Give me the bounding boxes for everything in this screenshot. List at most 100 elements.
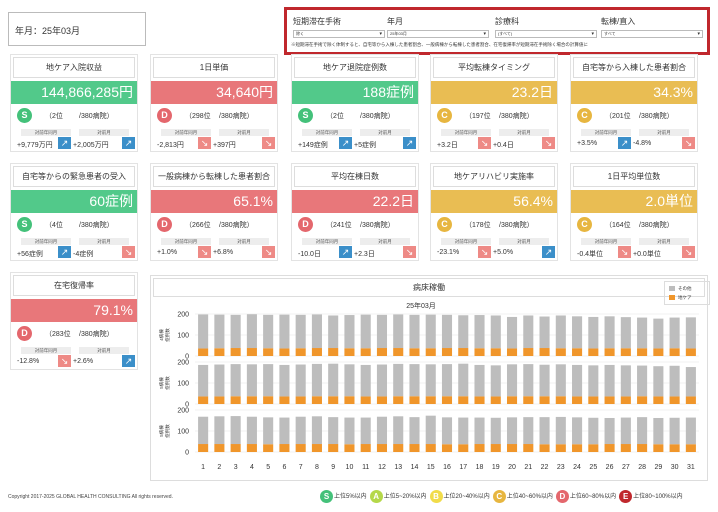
x-tick-label: 13	[394, 464, 402, 471]
grade-circle: A	[369, 490, 383, 503]
bar-other	[539, 417, 550, 445]
x-tick-label: 5	[266, 464, 270, 471]
mom-delta: +2,005万円	[73, 142, 109, 149]
bar-chiiki-care	[490, 444, 501, 452]
kpi-card[interactable]: 1日平均単位数 2.0単位 C （164位/380病院） 対前年同月 対前月 -0.4単位 ↘…	[570, 163, 698, 261]
kpi-rank: （4位/380病院）	[45, 222, 114, 229]
trend-down-icon: ↘	[478, 137, 491, 149]
bar-chiiki-care	[474, 348, 485, 356]
kpi-value: 60症例	[11, 190, 137, 213]
filter-department-label: 診療科	[495, 17, 519, 26]
mom-label: 対前月	[219, 238, 269, 245]
bar-other	[311, 416, 322, 445]
bar-chiiki-care	[311, 396, 322, 404]
kpi-card[interactable]: 地ケアリハビリ実施率 56.4% C （178位/380病院） 対前年同月 対前月 -23.…	[430, 163, 558, 261]
trend-up-icon: ↗	[403, 137, 416, 149]
bar-other	[588, 365, 599, 397]
bar-other	[620, 317, 631, 349]
bar-other	[490, 417, 501, 445]
kpi-rank: （201位/380病院）	[605, 113, 674, 120]
kpi-rank: （266位/380病院）	[185, 222, 254, 229]
legend-swatch-other	[669, 286, 675, 292]
bar-chiiki-care	[653, 348, 664, 356]
mom-label: 対前月	[360, 238, 410, 245]
filter-short-stay[interactable]: 短期滞在手術 除く ▾	[293, 16, 385, 38]
trend-up-icon: ↗	[122, 355, 135, 367]
y-tick-label: 0	[185, 402, 189, 409]
bar-other	[539, 316, 550, 349]
kpi-card[interactable]: 在宅復帰率 79.1% D （283位/380病院） 対前年同月 対前月 -12.8% ↘ +2…	[10, 272, 138, 370]
bar-other	[506, 316, 518, 349]
yoy-label: 対前年同月	[441, 129, 491, 136]
kpi-rank: （241位/380病院）	[326, 222, 395, 229]
bar-chiiki-care	[393, 396, 404, 404]
kpi-card[interactable]: 1日単価 34,640円 D （298位/380病院） 対前年同月 対前月 -2,813円 ↘…	[150, 54, 278, 152]
bar-chiiki-care	[653, 444, 664, 452]
bar-chiiki-care	[604, 396, 615, 404]
kpi-card[interactable]: 地ケア入院収益 144,866,285円 S （2位/380病院） 対前年同月 対前月 +9…	[10, 54, 138, 152]
mom-delta: +2.3日	[354, 251, 375, 258]
bar-other	[376, 416, 388, 445]
kpi-card[interactable]: 平均転棟タイミング 23.2日 C （197位/380病院） 対前年同月 対前月 +3.2日…	[430, 54, 558, 152]
mom-label: 対前月	[499, 238, 549, 245]
trend-down-icon: ↘	[198, 137, 211, 149]
filter-transfer[interactable]: 転棟/直入 すべて ▾	[601, 16, 703, 38]
grade-circle: B	[429, 490, 443, 503]
bar-other	[685, 317, 696, 349]
bar-other	[637, 365, 648, 397]
yoy-label: 対前年同月	[581, 238, 631, 245]
bar-other	[295, 416, 306, 445]
trend-down-icon: ↘	[198, 246, 211, 258]
y-tick-label: 0	[185, 354, 189, 361]
x-tick-label: 26	[606, 464, 614, 471]
x-tick-label: 14	[411, 464, 419, 471]
bar-chiiki-care	[311, 444, 322, 452]
mom-label: 対前月	[219, 129, 269, 136]
bar-chiiki-care	[344, 444, 355, 452]
kpi-card[interactable]: 自宅等から入棟した患者割合 34.3% C （201位/380病院） 対前年同月 対前月 +…	[570, 54, 698, 152]
kpi-card[interactable]: 平均在棟日数 22.2日 D （241位/380病院） 対前年同月 対前月 -10.0日 ↗ +…	[291, 163, 419, 261]
filter-transfer-select[interactable]: すべて ▾	[601, 30, 703, 38]
grade-circle: E	[619, 490, 633, 503]
bar-chiiki-care	[474, 396, 485, 404]
kpi-card[interactable]: 自宅等からの緊急患者の受入 60症例 S （4位/380病院） 対前年同月 対前月 +56症…	[10, 163, 138, 261]
bar-chiiki-care	[198, 396, 209, 404]
yoy-delta: -10.0日	[298, 251, 321, 258]
chevron-down-icon: ▾	[379, 31, 382, 37]
x-tick-label: 4	[250, 464, 254, 471]
bar-chiiki-care	[669, 396, 680, 404]
bar-chiiki-care	[474, 444, 485, 452]
kpi-title: 地ケア退院症例数	[294, 57, 416, 78]
filter-department-select[interactable]: (すべて) ▾	[495, 30, 597, 38]
x-tick-label: 31	[687, 464, 695, 471]
kpi-card[interactable]: 一般病棟から転棟した患者割合 65.1% D （266位/380病院） 対前年同月 対前月…	[150, 163, 278, 261]
bar-other	[214, 416, 225, 445]
bar-other	[230, 416, 241, 445]
bar-chiiki-care	[539, 396, 550, 404]
bar-other	[555, 315, 566, 349]
bar-chiiki-care	[441, 348, 453, 356]
yoy-delta: -23.1%	[437, 249, 460, 256]
trend-up-icon: ↗	[339, 137, 352, 149]
bar-other	[474, 315, 485, 349]
bar-other	[653, 417, 664, 445]
bar-other	[393, 416, 404, 445]
trend-down-icon: ↘	[682, 246, 695, 258]
mom-label: 対前月	[360, 129, 410, 136]
filter-year-month[interactable]: 年月 25年03月 ▾	[387, 16, 489, 38]
bar-other	[198, 364, 209, 397]
bar-other	[458, 417, 469, 445]
bar-other	[214, 314, 225, 349]
x-tick-label: 11	[362, 464, 369, 471]
filter-year-month-select[interactable]: 25年03月 ▾	[387, 30, 489, 38]
filter-department[interactable]: 診療科 (すべて) ▾	[495, 16, 597, 38]
filter-short-stay-select[interactable]: 除く ▾	[293, 30, 385, 38]
bar-chiiki-care	[246, 396, 257, 404]
bar-other	[279, 417, 290, 445]
bar-chiiki-care	[620, 348, 631, 356]
kpi-value: 2.0単位	[571, 190, 697, 213]
bar-other	[572, 417, 583, 445]
grade-circle: S	[320, 490, 333, 503]
kpi-card[interactable]: 地ケア退院症例数 188症例 S （2位/380病院） 対前年同月 対前月 +149症例 ↗ +…	[291, 54, 419, 152]
